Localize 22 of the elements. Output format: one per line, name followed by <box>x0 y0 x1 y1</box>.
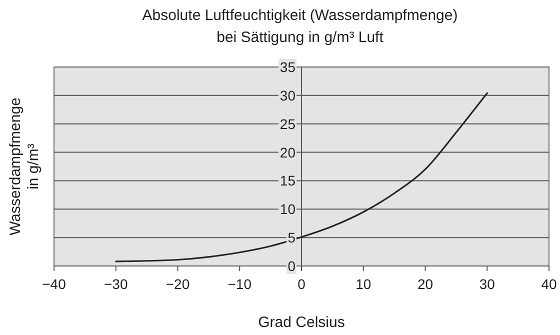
y-tick-label: 15 <box>280 172 296 189</box>
y-tick-label: 5 <box>288 230 296 246</box>
x-tick-label: 10 <box>356 276 372 292</box>
x-axis-title: Grad Celsius <box>258 314 345 331</box>
chart-title: Absolute Luftfeuchtigkeit (Wasserdampfmenge) <box>142 7 458 24</box>
x-tick-label: −40 <box>42 276 66 292</box>
y-tick-label: 25 <box>280 116 296 132</box>
x-tick-label: −10 <box>228 276 252 292</box>
y-tick-label: 35 <box>280 59 296 75</box>
y-tick-label: 30 <box>280 87 296 104</box>
x-tick-label: 40 <box>541 276 557 292</box>
y-tick-label: 20 <box>280 144 296 160</box>
x-tick-label: −20 <box>166 276 190 292</box>
x-tick-label: 30 <box>479 276 496 292</box>
x-tick-label: −30 <box>104 276 128 292</box>
x-tick-label: 0 <box>298 276 306 292</box>
chart-subtitle: bei Sättigung in g/m³ Luft <box>216 29 384 46</box>
y-tick-label: 0 <box>288 258 296 274</box>
y-tick-label: 10 <box>280 201 296 218</box>
line-series <box>115 92 488 262</box>
x-tick-label: 20 <box>417 276 434 292</box>
y-axis-title: Wasserdampfmenge in g/m³ <box>7 98 42 236</box>
